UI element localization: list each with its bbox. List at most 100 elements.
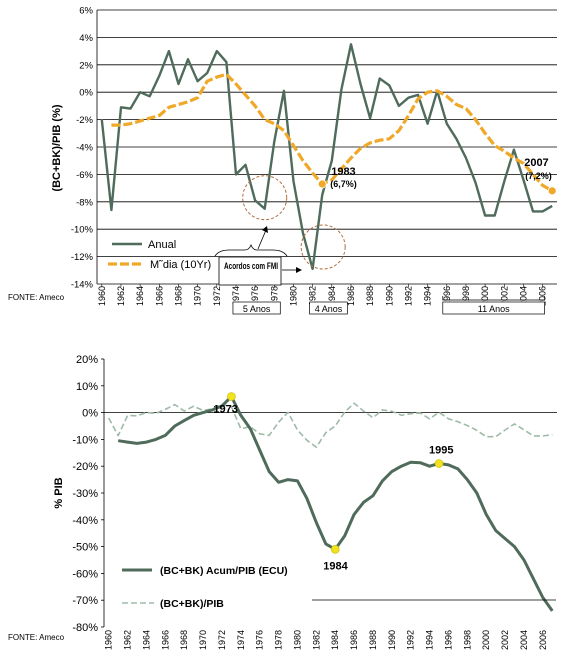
chart1-highlight-marker (317, 179, 327, 189)
chart1-ytick-label: -14% (71, 280, 94, 291)
chart1-xtick-label: 1960 (97, 286, 107, 306)
chart2-xtick-label: 2004 (519, 630, 529, 650)
chart1-period-box (309, 301, 348, 315)
chart2-xtick-label: 1976 (255, 630, 265, 650)
chart2-ytick-label: 0% (82, 408, 98, 420)
chart2-ytick-label: -30% (72, 488, 98, 500)
chart1-annotation-arrowhead-2 (296, 267, 302, 273)
chart1-ytick-label: -12% (71, 252, 94, 263)
chart2-xtick-label: 1980 (292, 630, 302, 650)
chart1-ytick-label: -4% (76, 143, 93, 154)
chart2-xtick-label: 2006 (538, 630, 548, 650)
chart2-xtick-label: 1994 (425, 630, 435, 650)
chart1-period-label: 5 Anos (243, 304, 271, 314)
chart2-xtick-label: 1974 (236, 630, 246, 650)
chart1-xtick-label: 1998 (461, 286, 471, 306)
chart1-xtick-label: 2006 (538, 286, 548, 306)
chart1-ytick-label: 4% (79, 33, 93, 44)
chart2-xtick-label: 1964 (141, 630, 151, 650)
chart1-xtick-label: 2004 (518, 286, 528, 306)
chart2-xtick-label: 2002 (500, 630, 510, 650)
chart1-xtick-label: 1990 (384, 286, 394, 306)
chart1-period-bracket (442, 296, 545, 301)
chart1-ytick-label: 0% (79, 88, 93, 99)
chart1-source: FONTE: Ameco (8, 293, 65, 302)
chart2-xtick-label: 1990 (387, 630, 397, 650)
chart1-annotation-brace (214, 243, 288, 257)
chart1-ytick-label: -10% (71, 225, 94, 236)
chart2-ytick-label: 20% (76, 354, 98, 366)
chart1-xtick-label: 1978 (269, 286, 279, 306)
chart1-xtick-label: 1970 (193, 286, 203, 306)
chart1-xtick-label: 1994 (423, 286, 433, 306)
chart2-ytick-label: -60% (72, 568, 98, 580)
chart1-xtick-label: 1996 (442, 286, 452, 306)
chart1-xtick-label: 1980 (288, 286, 298, 306)
chart1-circle-1977 (242, 175, 288, 221)
chart1-series-anual (100, 43, 553, 271)
chart1-ytick-label: 2% (79, 60, 93, 71)
chart1-xtick-label: 2002 (499, 286, 509, 306)
chart2-legend-label-annual: (BC+BK)/PIB (160, 598, 224, 610)
chart2-highlight-label: 1973 (213, 404, 237, 416)
chart2-xtick-label: 1982 (311, 630, 321, 650)
chart2-ytick-label: -20% (72, 461, 98, 473)
chart1-highlight-marker (547, 186, 557, 196)
chart2-highlight-label: 1995 (429, 445, 453, 457)
chart1-xtick-label: 1992 (403, 286, 413, 306)
chart2-series-cumulative (117, 395, 554, 612)
chart2-xtick-label: 1986 (349, 630, 359, 650)
chart2-series-annual (107, 402, 553, 449)
chart2-ylabel: % PIB (53, 477, 65, 508)
chart1-ytick-label: 6% (79, 6, 93, 17)
chart2-xtick-label: 1968 (179, 630, 189, 650)
chart2-xtick-label: 1996 (443, 630, 453, 650)
chart2-ytick-label: -10% (72, 434, 98, 446)
chart1-annotation-arrow-1 (257, 229, 267, 250)
chart2-ytick-label: -40% (72, 515, 98, 527)
chart1-annotation-text: Acordos com FMI (224, 261, 278, 271)
chart2-xtick-label: 1970 (198, 630, 208, 650)
chart2-ytick-label: -50% (72, 542, 98, 554)
chart1-xtick-label: 1962 (116, 286, 126, 306)
chart1-period-box (232, 301, 281, 315)
chart1-ytick-label: -8% (76, 197, 93, 208)
chart2-xtick-label: 1992 (406, 630, 416, 650)
chart1-highlight-sublabel: (6,7%) (330, 179, 357, 189)
chart2-highlight-marker (434, 459, 444, 468)
chart1-period-label: 11 Anos (478, 304, 510, 314)
chart1-period-label: 4 Anos (315, 304, 343, 314)
chart2-xtick-label: 2000 (481, 630, 491, 650)
chart2-xtick-label: 1988 (368, 630, 378, 650)
chart1-ytick-label: -6% (76, 170, 93, 181)
chart1-xtick-label: 1968 (173, 286, 183, 306)
chart2-xtick-label: 1984 (330, 630, 340, 650)
chart1-series-media (111, 72, 553, 193)
chart1-xtick-label: 1964 (135, 286, 145, 306)
chart1-annotation-box (218, 256, 282, 286)
chart1-annotation-arrowhead-1 (262, 226, 268, 233)
chart1-highlight-label: 2007 (524, 157, 548, 169)
chart2-xtick-label: 1962 (123, 630, 133, 650)
chart1-ytick-label: -2% (76, 115, 93, 126)
chart2-xtick-label: 1966 (160, 630, 170, 650)
chart1-highlight-sublabel: (7,2%) (525, 171, 552, 181)
chart2-highlight-marker (227, 392, 236, 401)
chart2-highlight-marker (330, 544, 340, 554)
chart1-circle-1983 (300, 224, 346, 270)
chart1-xtick-label: 1972 (212, 286, 222, 306)
chart1-xtick-label: 1988 (365, 286, 375, 306)
chart2-ytick-label: -80% (72, 622, 98, 634)
chart1-xtick-label: 1984 (327, 286, 337, 306)
chart1-highlight-label: 1983 (331, 166, 355, 178)
chart1-xtick-label: 1982 (308, 286, 318, 306)
chart1-xtick-label: 1966 (154, 286, 164, 306)
chart1-legend-label-anual: Anual (148, 239, 176, 251)
chart1-xtick-label: 1974 (231, 286, 241, 306)
chart2-xtick-label: 1978 (274, 630, 284, 650)
chart1-xtick-label: 2000 (480, 286, 490, 306)
chart1-xtick-label: 1986 (346, 286, 356, 306)
chart1-legend-label-media: M˜dia (10Yr) (150, 259, 211, 271)
chart1-period-box (442, 301, 545, 315)
